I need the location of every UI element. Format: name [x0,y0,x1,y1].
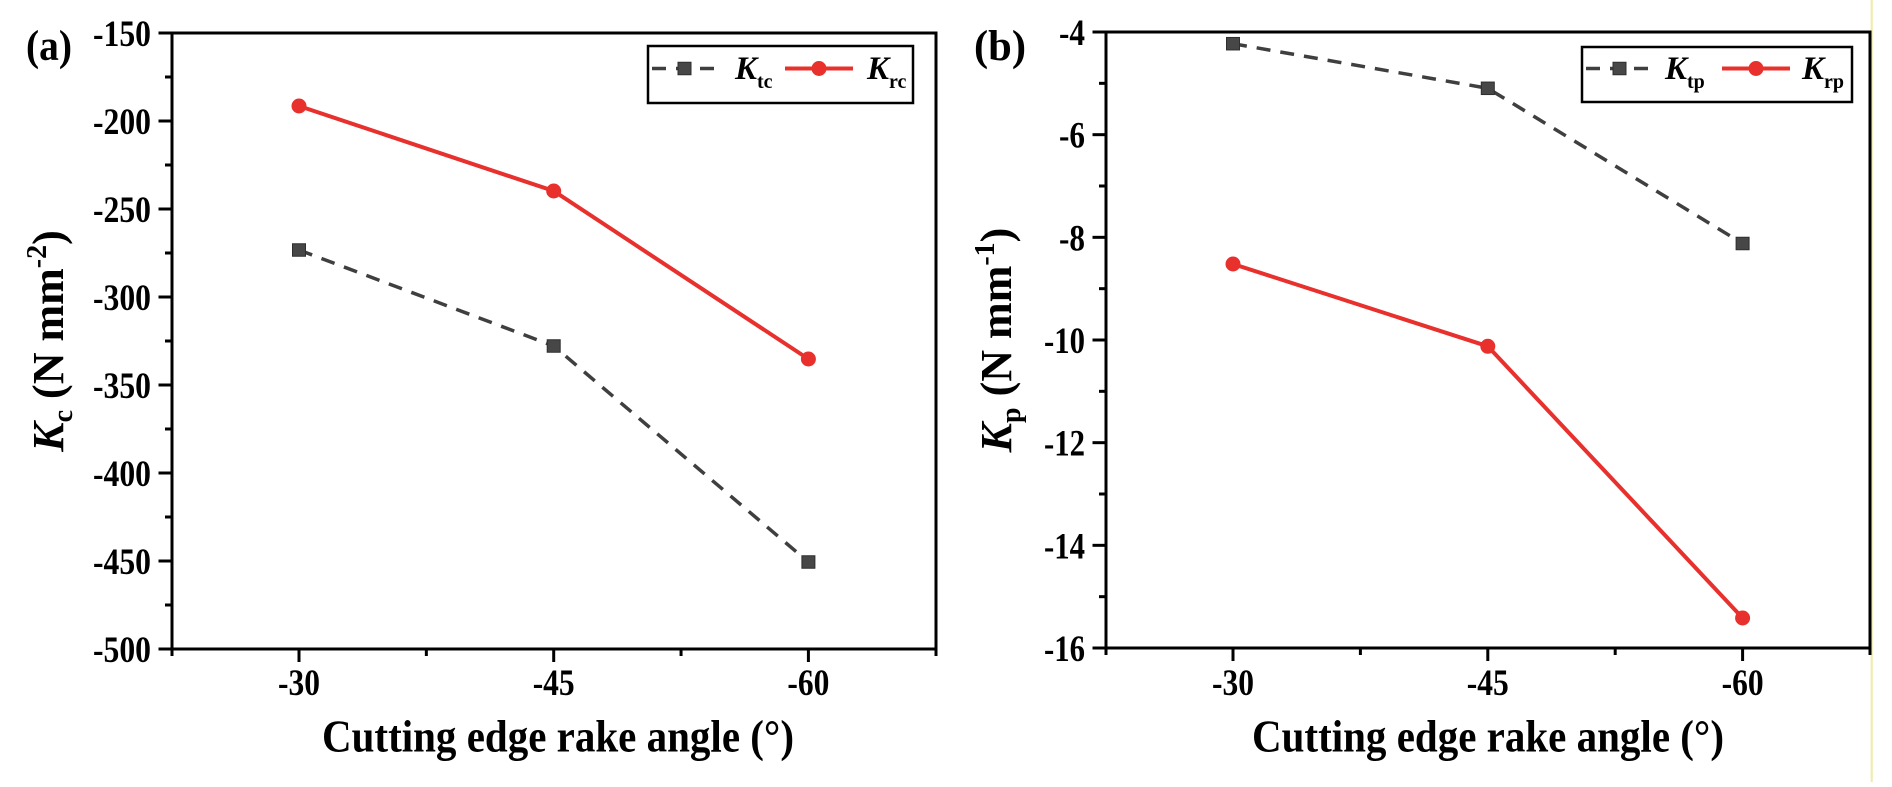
svg-text:-12: -12 [1044,424,1085,465]
svg-text:-300: -300 [93,278,151,319]
svg-text:Cutting edge rake angle (°): Cutting edge rake angle (°) [322,712,794,762]
svg-text:-450: -450 [93,542,151,583]
svg-text:-8: -8 [1059,218,1085,259]
svg-text:Kc (N mm-2): Kc (N mm-2) [22,230,79,453]
svg-text:Cutting edge rake angle (°): Cutting edge rake angle (°) [1252,712,1724,762]
svg-text:-60: -60 [1722,663,1764,704]
svg-text:-500: -500 [93,630,151,671]
svg-text:-45: -45 [533,663,575,704]
svg-text:-30: -30 [278,663,320,704]
svg-text:-150: -150 [93,14,151,55]
svg-text:-6: -6 [1059,116,1085,157]
svg-text:-14: -14 [1044,526,1085,567]
svg-text:(b): (b) [974,22,1026,70]
svg-text:Kp (N mm-1): Kp (N mm-1) [970,228,1027,454]
svg-text:-30: -30 [1212,663,1254,704]
svg-text:-16: -16 [1044,629,1085,670]
svg-text:(a): (a) [26,22,72,70]
svg-text:-4: -4 [1059,13,1085,54]
svg-text:-10: -10 [1044,321,1085,362]
svg-text:-400: -400 [93,454,151,495]
svg-text:-200: -200 [93,102,151,143]
svg-text:-350: -350 [93,366,151,407]
svg-text:-45: -45 [1467,663,1509,704]
svg-text:-60: -60 [787,663,829,704]
svg-text:-250: -250 [93,190,151,231]
